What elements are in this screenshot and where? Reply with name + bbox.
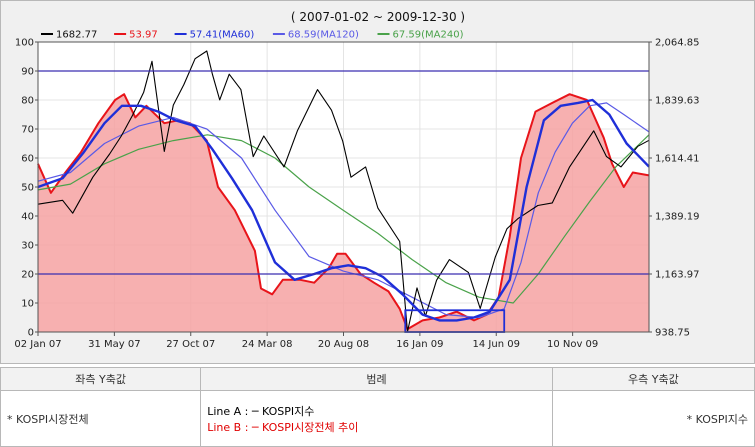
y-left-tick-label: 90 [21, 67, 34, 78]
series-ratio-area [38, 94, 649, 332]
legend-label-kospi: 1682.77 [56, 30, 97, 41]
series-ma60-line [37, 98, 650, 322]
y-left-tick-label: 100 [15, 38, 34, 49]
legend-label-ma120: 68.59(MA120) [288, 30, 359, 41]
y-right-tick-label: 1,614.41 [655, 154, 700, 165]
y-right-tick-label: 1,839.63 [655, 96, 700, 107]
legend-header: 범례 [200, 367, 553, 391]
info-table-body-row: * KOSPI시장전체 Line A : ─ KOSPI지수 Line B : … [0, 390, 755, 447]
series-ma240-line [37, 134, 650, 304]
y-left-tick-label: 30 [21, 241, 34, 252]
x-tick-label: 27 Oct 07 [166, 339, 215, 350]
series-ratio-line [37, 93, 650, 331]
legend-label-ma60: 57.41(MA60) [190, 30, 255, 41]
right-axis-value: * KOSPI지수 [551, 390, 755, 447]
line-b-label: Line B : ─ KOSPI시장전체 추이 [207, 420, 359, 434]
chart: 0 10 20 30 40 50 60 70 80 90 100 938.75 1,163.97 1,38… [14, 10, 700, 350]
x-tick-label: 16 Jan 09 [396, 339, 443, 350]
line-a-label: Line A : ─ KOSPI지수 [207, 404, 315, 418]
y-right-tick-label: 1,163.97 [655, 270, 700, 281]
y-right-tick-label: 1,389.19 [655, 212, 700, 223]
info-table: 좌측 Y축값 범례 우측 Y축값 * KOSPI시장전체 Line A : ─ … [0, 367, 755, 447]
x-tick-label: 14 Jun 09 [473, 339, 520, 350]
y-left-tick-label: 10 [21, 299, 34, 310]
y-left-tick-label: 40 [21, 212, 34, 223]
legend-cell: Line A : ─ KOSPI지수 Line B : ─ KOSPI시장전체 … [200, 390, 553, 447]
y-right-tick-label: 938.75 [655, 328, 690, 339]
y-left-tick-label: 20 [21, 270, 34, 281]
chart-panel: 0 10 20 30 40 50 60 70 80 90 100 938.75 1,163.97 1,38… [0, 0, 755, 364]
x-tick-label: 31 May 07 [88, 339, 140, 350]
legend-label-ratio: 53.97 [129, 30, 158, 41]
x-tick-label: 02 Jan 07 [14, 339, 61, 350]
legend-label-ma240: 67.59(MA240) [393, 30, 464, 41]
y-left-tick-label: 50 [21, 183, 34, 194]
left-axis-value: * KOSPI시장전체 [0, 390, 202, 447]
y-right-tick-label: 2,064.85 [655, 38, 700, 49]
left-axis-header: 좌측 Y축값 [0, 367, 202, 391]
series-ma120-line [37, 102, 650, 319]
chart-title: ( 2007-01-02 ~ 2009-12-30 ) [291, 10, 465, 24]
right-axis-header: 우측 Y축값 [551, 367, 755, 391]
y-left-tick-label: 60 [21, 154, 34, 165]
y-left-tick-label: 70 [21, 125, 34, 136]
x-tick-label: 20 Aug 08 [318, 339, 369, 350]
info-table-header-row: 좌측 Y축값 범례 우측 Y축값 [0, 367, 755, 391]
x-tick-label: 24 Mar 08 [242, 339, 293, 350]
plot-frame [37, 41, 650, 333]
x-tick-label: 10 Nov 09 [547, 339, 598, 350]
y-left-tick-label: 0 [28, 328, 34, 339]
y-left-tick-label: 80 [21, 96, 34, 107]
